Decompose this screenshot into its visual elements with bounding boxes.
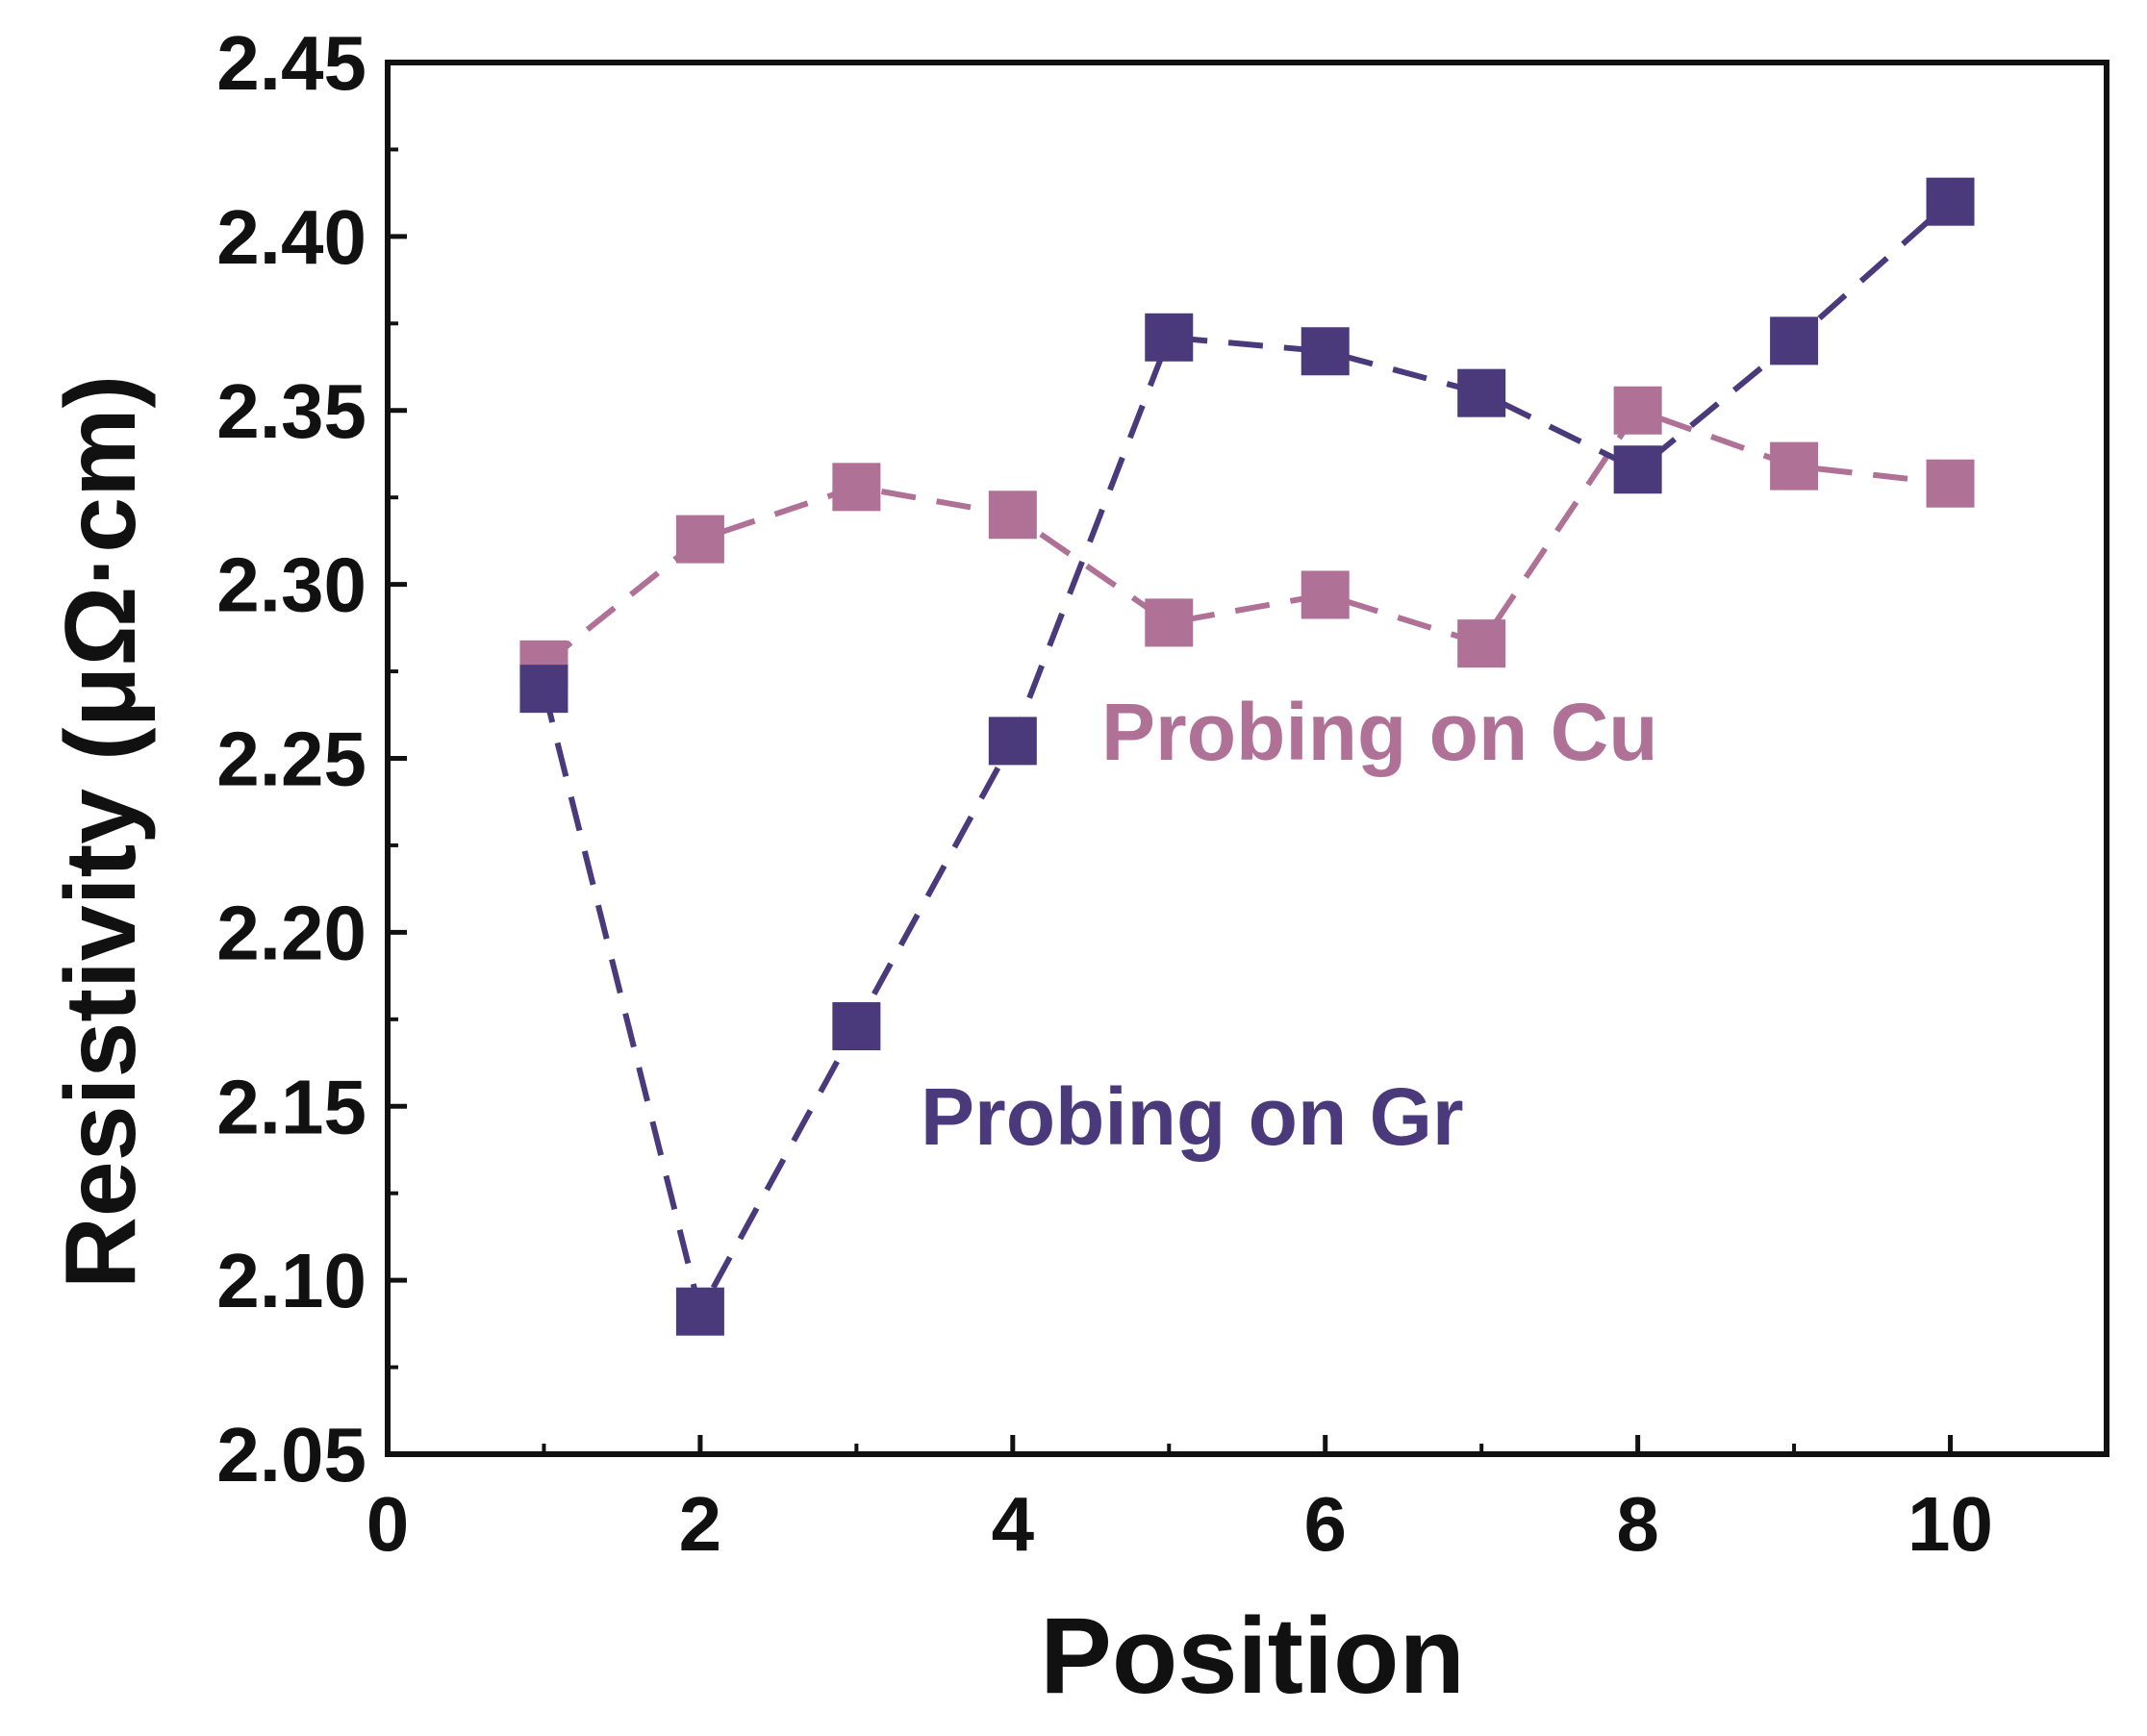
y-tick-label: 2.30 [216,542,366,628]
x-tick-label: 4 [992,1481,1035,1567]
data-point-probing-on-gr [675,1287,724,1336]
data-point-probing-on-gr [988,717,1037,766]
data-point-probing-on-cu [1926,459,1975,508]
data-point-probing-on-cu [832,463,881,512]
data-point-probing-on-gr [1770,316,1819,365]
data-point-probing-on-gr [519,665,568,714]
data-point-probing-on-cu [1613,386,1662,435]
data-point-probing-on-gr [832,1002,881,1051]
data-point-probing-on-gr [1613,445,1662,494]
data-point-probing-on-cu [1145,598,1194,647]
series-line-probing-on-gr [541,199,1953,1320]
data-point-probing-on-cu [1301,570,1350,619]
y-axis-label: Resistivity (μΩ·cm) [45,375,157,1289]
series-layer [519,177,1975,1336]
x-tick-label: 8 [1616,1481,1659,1567]
y-tick-label: 2.15 [216,1064,366,1149]
series-label-probing-on-cu: Probing on Cu [1101,687,1658,777]
data-point-probing-on-cu [988,491,1037,540]
data-point-probing-on-gr [1301,327,1350,376]
x-axis: 0 2 4 6 8 10 [366,1435,1993,1567]
x-tick-label: 0 [366,1481,410,1567]
series-label-probing-on-gr: Probing on Gr [921,1071,1464,1162]
series-line-probing-on-cu [542,407,1951,667]
data-point-probing-on-gr [1457,368,1506,417]
y-tick-label: 2.05 [216,1412,366,1497]
x-tick-label: 2 [679,1481,722,1567]
data-point-probing-on-cu [675,515,724,564]
y-tick-label: 2.35 [216,368,366,454]
x-tick-label: 6 [1303,1481,1347,1567]
y-tick-label: 2.45 [216,20,366,106]
y-tick-label: 2.10 [216,1238,366,1323]
data-point-probing-on-cu [1770,441,1819,491]
x-axis-label: Position [1040,1596,1465,1716]
y-tick-label: 2.20 [216,890,366,975]
data-point-probing-on-gr [1145,313,1194,362]
y-axis: 2.05 2.10 2.15 2.20 2.25 2.30 2.35 2.40 2.45 [216,20,407,1497]
y-tick-label: 2.25 [216,717,366,802]
x-tick-label: 10 [1907,1481,1993,1567]
data-point-probing-on-gr [1926,177,1975,226]
data-point-probing-on-cu [1457,619,1506,668]
y-tick-label: 2.40 [216,194,366,280]
